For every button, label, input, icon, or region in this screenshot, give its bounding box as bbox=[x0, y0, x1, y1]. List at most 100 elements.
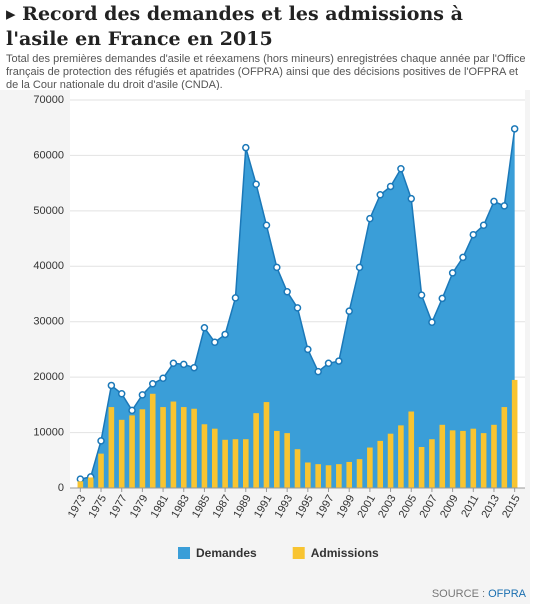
point bbox=[397, 164, 405, 173]
source-label: SOURCE : bbox=[431, 588, 486, 600]
point bbox=[417, 291, 426, 299]
point bbox=[107, 381, 116, 390]
bar bbox=[118, 419, 125, 488]
bar bbox=[232, 439, 239, 488]
bar bbox=[201, 424, 208, 488]
y-tick-label: 60000 bbox=[33, 149, 64, 161]
point bbox=[345, 307, 353, 315]
bar bbox=[170, 401, 177, 488]
point bbox=[366, 214, 374, 223]
y-tick-label: 40000 bbox=[33, 260, 64, 272]
point bbox=[211, 338, 219, 346]
bar bbox=[449, 430, 456, 488]
bar bbox=[429, 439, 435, 488]
point bbox=[490, 197, 498, 206]
bar bbox=[284, 433, 290, 488]
bar bbox=[108, 407, 115, 488]
point bbox=[469, 230, 478, 239]
bar bbox=[325, 465, 332, 488]
bar bbox=[139, 409, 146, 488]
bar bbox=[480, 433, 487, 488]
point bbox=[428, 318, 436, 327]
bar bbox=[408, 411, 415, 488]
point bbox=[479, 221, 488, 230]
bar bbox=[336, 464, 342, 488]
chart-title: ▸ Record des demandes et les admissions … bbox=[6, 3, 463, 50]
point bbox=[200, 324, 209, 332]
point bbox=[448, 269, 457, 277]
bar bbox=[253, 413, 259, 488]
bar bbox=[305, 462, 311, 488]
point bbox=[407, 194, 415, 203]
y-tick-label: 30000 bbox=[33, 316, 64, 328]
chart-subtitle: Total des premières demandes d'asile et … bbox=[6, 53, 526, 91]
bar bbox=[294, 449, 301, 488]
bar bbox=[501, 407, 508, 488]
point bbox=[252, 180, 260, 189]
legend-label: Admissions bbox=[311, 546, 379, 560]
point bbox=[97, 437, 105, 445]
point bbox=[510, 125, 519, 133]
y-tick-label: 50000 bbox=[33, 205, 64, 217]
point bbox=[117, 390, 126, 398]
legend-swatch bbox=[178, 547, 190, 559]
bar bbox=[191, 408, 197, 488]
bar bbox=[87, 477, 94, 488]
bar bbox=[315, 464, 321, 488]
source: SOURCE : OFPRA bbox=[432, 588, 526, 600]
bar bbox=[98, 453, 104, 488]
y-tick-label: 70000 bbox=[33, 94, 64, 106]
y-tick-label: 20000 bbox=[33, 371, 64, 383]
point bbox=[262, 221, 271, 230]
point bbox=[76, 475, 85, 483]
point bbox=[180, 360, 188, 369]
bar bbox=[211, 428, 218, 488]
bar bbox=[160, 407, 166, 488]
point bbox=[459, 253, 467, 262]
bar bbox=[263, 402, 270, 488]
point bbox=[159, 374, 167, 383]
bar bbox=[129, 415, 135, 488]
bar bbox=[274, 430, 280, 488]
bar bbox=[398, 425, 404, 488]
point bbox=[304, 345, 312, 354]
point bbox=[283, 288, 291, 296]
point bbox=[335, 357, 343, 365]
source-link[interactable]: OFPRA bbox=[488, 588, 526, 600]
point bbox=[273, 263, 281, 272]
point bbox=[169, 359, 178, 368]
point bbox=[231, 294, 240, 302]
bar bbox=[387, 433, 394, 488]
y-tick-label: 0 bbox=[58, 482, 64, 494]
y-tick-label: 10000 bbox=[33, 426, 64, 438]
bar bbox=[511, 379, 518, 488]
bar bbox=[356, 459, 363, 488]
bar bbox=[367, 447, 373, 488]
bar bbox=[346, 461, 353, 488]
point bbox=[438, 294, 447, 303]
bar bbox=[470, 428, 477, 488]
point bbox=[148, 380, 157, 388]
bar bbox=[180, 407, 187, 488]
point bbox=[221, 330, 229, 339]
point bbox=[128, 406, 136, 415]
bar bbox=[491, 424, 497, 488]
bar bbox=[242, 439, 249, 488]
bar bbox=[439, 424, 446, 488]
point bbox=[314, 367, 322, 376]
bar bbox=[77, 481, 84, 488]
legend-swatch bbox=[292, 547, 305, 559]
legend-label: Demandes bbox=[196, 546, 257, 560]
point bbox=[500, 202, 509, 210]
point bbox=[355, 263, 364, 272]
point bbox=[293, 304, 302, 312]
bar bbox=[377, 440, 384, 488]
point bbox=[190, 363, 198, 372]
bar bbox=[460, 430, 466, 488]
point bbox=[386, 182, 395, 191]
point bbox=[242, 143, 250, 152]
point bbox=[138, 391, 147, 399]
bar bbox=[149, 393, 156, 488]
